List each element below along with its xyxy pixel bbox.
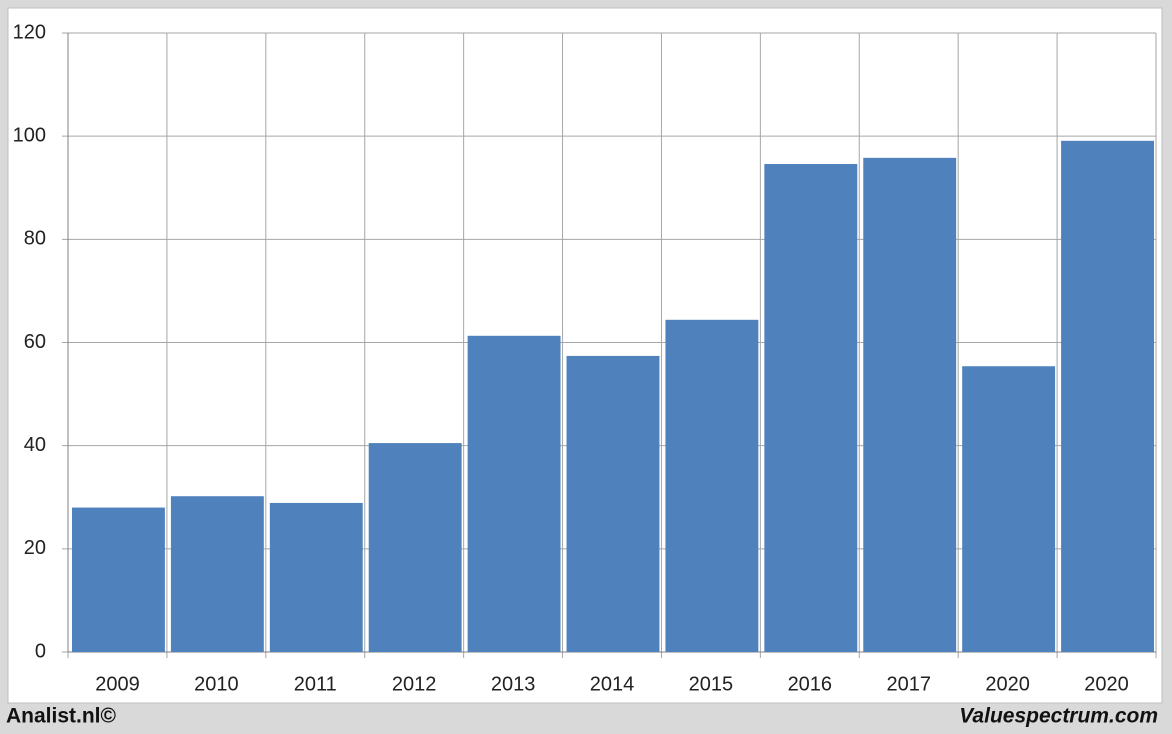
x-tick-label: 2020 (1084, 673, 1129, 695)
bar (764, 164, 858, 652)
bar (962, 366, 1056, 652)
bar (863, 157, 957, 652)
footer-right: Valuespectrum.com (959, 705, 1158, 728)
x-tick-label: 2014 (590, 673, 635, 695)
bar (170, 496, 264, 652)
x-tick-label: 2016 (788, 673, 833, 695)
y-tick-label: 40 (24, 434, 46, 456)
x-tick-label: 2013 (491, 673, 536, 695)
x-tick-label: 2011 (294, 673, 337, 695)
y-tick-label: 120 (13, 21, 46, 43)
y-tick-label: 100 (13, 124, 46, 146)
bar (72, 507, 165, 652)
y-tick-label: 20 (24, 537, 46, 559)
bar (269, 502, 363, 652)
bar (368, 443, 462, 652)
x-tick-label: 2017 (886, 673, 931, 695)
x-tick-label: 2010 (194, 673, 239, 695)
footer-left: Analist.nl© (6, 705, 117, 728)
x-tick-label: 2009 (95, 673, 140, 695)
x-tick-label: 2020 (985, 673, 1030, 695)
y-tick-label: 80 (24, 228, 46, 250)
bar (467, 335, 561, 652)
y-tick-label: 0 (35, 640, 46, 662)
x-tick-label: 2012 (392, 673, 437, 695)
bar (1061, 140, 1154, 652)
x-tick-label: 2015 (689, 673, 734, 695)
bar (665, 319, 759, 652)
y-tick-label: 60 (24, 331, 46, 353)
bar (566, 355, 660, 652)
